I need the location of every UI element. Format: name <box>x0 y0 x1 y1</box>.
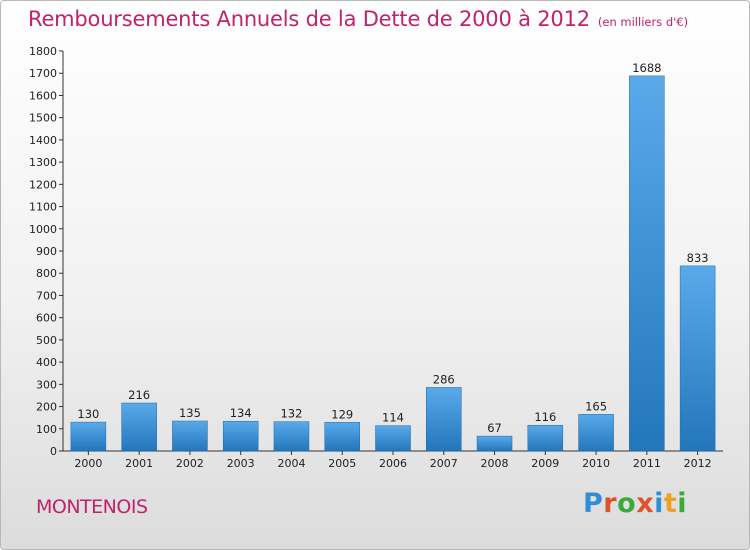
bar-2001 <box>121 402 157 452</box>
bar-value-label: 216 <box>128 388 150 402</box>
bar-value-label: 114 <box>382 411 404 425</box>
x-tick-label: 2010 <box>582 457 610 470</box>
bar-2010 <box>578 414 614 452</box>
bar-2000 <box>70 421 107 452</box>
bar-2011 <box>629 75 665 452</box>
bar-2002 <box>172 420 208 452</box>
x-tick-label: 2008 <box>481 457 509 470</box>
y-tick-label: 1300 <box>29 156 57 169</box>
logo-letter: t <box>663 488 678 519</box>
chart-title-block: Remboursements Annuels de la Dette de 20… <box>28 7 688 31</box>
y-tick-label: 700 <box>36 289 57 302</box>
logo-letter: o <box>617 488 637 519</box>
bar-value-label: 129 <box>331 407 353 421</box>
y-tick-label: 1500 <box>29 112 57 125</box>
y-tick-label: 1800 <box>29 45 57 58</box>
x-tick-label: 2003 <box>227 457 255 470</box>
y-tick-label: 1400 <box>29 134 57 147</box>
logo-letter: r <box>603 488 618 519</box>
y-tick-label: 800 <box>36 267 57 280</box>
bar-2009 <box>527 424 564 452</box>
y-tick-label: 900 <box>36 245 57 258</box>
bar-2012 <box>679 265 716 452</box>
x-tick-label: 2000 <box>74 457 102 470</box>
bar-value-label: 286 <box>433 372 455 386</box>
bar-value-label: 132 <box>280 407 302 421</box>
bar-value-label: 67 <box>487 421 502 435</box>
y-tick-label: 1200 <box>29 178 57 191</box>
proxiti-logo: Proxiti <box>583 488 687 519</box>
y-tick-label: 1000 <box>29 223 57 236</box>
y-axis: 0 100 200 300 400 500 600 700 800 900 1000 1100 1200… <box>29 45 64 458</box>
bar-value-label: 1688 <box>632 61 661 75</box>
y-tick-label: 500 <box>36 334 57 347</box>
x-tick-label: 2009 <box>531 457 559 470</box>
bar-value-label: 116 <box>534 410 556 424</box>
x-tick-label: 2007 <box>430 457 458 470</box>
x-tick-label: 2004 <box>277 457 305 470</box>
bar-2003 <box>222 420 259 452</box>
logo-letter: i <box>654 488 664 519</box>
bar-value-label: 833 <box>687 251 709 265</box>
y-tick-label: 1700 <box>29 67 57 80</box>
y-tick-label: 0 <box>50 445 57 458</box>
x-tick-label: 2012 <box>684 457 712 470</box>
logo-letter: i <box>677 488 688 519</box>
y-tick-label: 1100 <box>29 201 57 214</box>
bar-2006 <box>375 425 411 452</box>
y-tick-label: 200 <box>36 401 57 414</box>
x-tick-label: 2011 <box>633 457 661 470</box>
y-tick-label: 100 <box>36 423 57 436</box>
bar-value-label: 130 <box>77 407 99 421</box>
x-tick-label: 2002 <box>176 457 204 470</box>
x-axis: 2000 2001 2002 2003 2004 2005 2006 2007 2008 2009… <box>63 450 723 470</box>
bar-value-label: 134 <box>230 406 252 420</box>
y-tick-label: 400 <box>36 356 57 369</box>
y-tick-label: 1600 <box>29 89 57 102</box>
bar-2004 <box>273 421 310 452</box>
x-tick-label: 2001 <box>125 457 153 470</box>
city-name: MONTENOIS <box>36 496 148 518</box>
y-tick-label: 300 <box>36 378 57 391</box>
bar-2007 <box>426 387 462 452</box>
y-tick-label: 600 <box>36 312 57 325</box>
bar-2005 <box>324 422 360 452</box>
bar-2008 <box>476 435 513 452</box>
logo-letter: P <box>583 488 604 519</box>
x-tick-label: 2005 <box>328 457 356 470</box>
x-tick-label: 2006 <box>379 457 407 470</box>
bar-value-label: 165 <box>585 399 607 413</box>
logo-letter: x <box>636 488 655 519</box>
chart-title: Remboursements Annuels de la Dette de 20… <box>28 7 590 31</box>
chart-subtitle: (en milliers d'€) <box>597 15 689 29</box>
bars-group: 130 216 135 134 132 129 114 286 67 116 165 1688 833 <box>70 61 716 452</box>
bar-value-label: 135 <box>179 406 201 420</box>
